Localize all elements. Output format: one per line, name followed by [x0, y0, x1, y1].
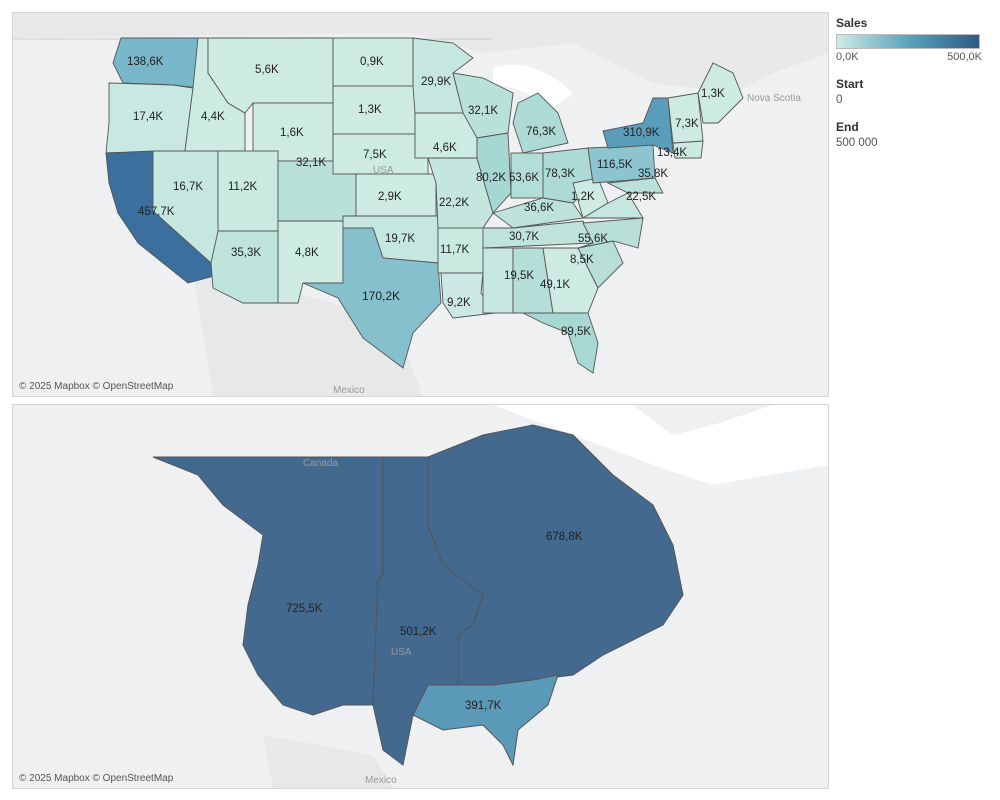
legend-max: 500,0K — [947, 51, 982, 63]
map-credit[interactable]: © 2025 Mapbox © OpenStreetMap — [19, 381, 174, 392]
state-nebraska[interactable] — [332, 133, 429, 175]
label-missouri: 22,2K — [439, 197, 469, 209]
state-georgia[interactable] — [542, 247, 599, 314]
label-new-mexico: 4,8K — [295, 247, 319, 259]
label-texas: 170,2K — [362, 289, 400, 303]
start-param-value[interactable]: 0 — [836, 94, 843, 106]
state-kansas[interactable] — [355, 173, 437, 217]
label-arkansas: 11,7K — [440, 244, 470, 256]
label-colorado: 32,1K — [296, 157, 326, 169]
label-minnesota: 29,9K — [421, 76, 451, 88]
label-maryland: 35,8K — [638, 168, 668, 180]
label-south-carolina: 55,6K — [578, 233, 608, 245]
state-labels: 138,6K 17,4K 457,7K 16,7K 4,4K 5,6K 1,6K… — [127, 56, 725, 338]
label-wisconsin: 32,1K — [468, 105, 498, 117]
label-michigan: 76,3K — [526, 126, 556, 138]
label-california: 457,7K — [138, 206, 175, 218]
place-usa: USA — [391, 647, 412, 658]
label-vermont: 7,3K — [675, 118, 699, 130]
place-mexico: Mexico — [333, 385, 365, 396]
state-maryland[interactable] — [606, 177, 664, 194]
legend-ticks: 0,0K 500,0K — [836, 51, 982, 63]
color-ramp — [836, 34, 980, 49]
state-new-york[interactable] — [602, 97, 674, 154]
mexico-landmass — [193, 273, 423, 396]
label-iowa: 4,6K — [433, 142, 457, 154]
label-south-dakota: 1,3K — [358, 104, 382, 116]
hudson-bay-area — [493, 405, 828, 485]
state-vermont[interactable] — [667, 92, 704, 144]
label-illinois: 80,2K — [476, 172, 506, 184]
state-kentucky[interactable] — [492, 197, 584, 229]
label-north-dakota: 0,9K — [360, 56, 384, 68]
state-maine[interactable] — [697, 62, 744, 124]
state-wyoming[interactable] — [252, 102, 334, 162]
label-east: 678,8K — [546, 531, 583, 543]
label-alabama: 49,1K — [540, 279, 570, 291]
state-sales-map[interactable]: USA Mexico Nova Scotia 138,6K 17,4K 457,… — [12, 12, 829, 397]
sales-legend: Sales 0,0K 500,0K Start 0 End 500 000 — [836, 16, 996, 149]
state-utah[interactable] — [217, 150, 279, 232]
place-usa: USA — [373, 165, 394, 176]
label-ohio: 78,3K — [545, 168, 575, 180]
label-maine: 1,3K — [701, 88, 725, 100]
label-oklahoma: 19,7K — [385, 233, 415, 245]
state-florida[interactable] — [522, 312, 599, 374]
lake-superior — [493, 64, 573, 108]
label-massachusetts: 13,4K — [657, 147, 687, 159]
label-arizona: 35,3K — [231, 247, 261, 259]
map-credit[interactable]: © 2025 Mapbox © OpenStreetMap — [19, 773, 174, 784]
state-illinois[interactable] — [476, 132, 512, 214]
label-kentucky: 36,6K — [524, 202, 554, 214]
state-arizona[interactable] — [210, 230, 279, 304]
place-nova-scotia: Nova Scotia — [747, 93, 801, 104]
label-louisiana: 9,2K — [447, 297, 471, 309]
label-wyoming: 1,6K — [280, 127, 304, 139]
label-georgia: 8,5K — [570, 254, 594, 266]
label-new-york: 310,9K — [623, 127, 660, 139]
states-layer[interactable] — [105, 37, 744, 374]
legend-title: Sales — [836, 16, 868, 30]
canada-landmass — [13, 13, 828, 93]
legend-min: 0,0K — [836, 51, 859, 63]
region-east[interactable] — [427, 424, 684, 686]
label-virginia: 22,5K — [626, 191, 656, 203]
state-map-canvas[interactable]: USA Mexico Nova Scotia 138,6K 17,4K 457,… — [13, 13, 828, 396]
label-west: 725,5K — [286, 603, 323, 615]
label-kansas: 2,9K — [378, 191, 402, 203]
state-texas[interactable] — [302, 227, 442, 369]
label-south: 391,7K — [465, 700, 502, 712]
label-nevada: 16,7K — [173, 181, 203, 193]
label-idaho: 4,4K — [201, 111, 225, 123]
label-pennsylvania: 116,5K — [597, 159, 633, 171]
label-washington: 138,6K — [127, 56, 164, 68]
mexico-landmass — [263, 735, 393, 788]
end-param-value[interactable]: 500 000 — [836, 137, 878, 149]
label-florida: 89,5K — [561, 326, 591, 338]
label-oregon: 17,4K — [133, 111, 163, 123]
place-mexico: Mexico — [365, 775, 397, 786]
end-param-title: End — [836, 120, 859, 134]
label-nebraska: 7,5K — [363, 149, 387, 161]
label-west-virginia: 1,2K — [571, 191, 595, 203]
region-south[interactable] — [412, 674, 559, 767]
label-indiana: 53,6K — [509, 172, 539, 184]
region-map-canvas[interactable]: Canada USA Mexico 725,5K 501,2K 678,8K 3… — [13, 405, 828, 788]
label-tennessee: 30,7K — [509, 231, 539, 243]
label-central: 501,2K — [400, 626, 437, 638]
region-labels: 725,5K 501,2K 678,8K 391,7K — [286, 531, 583, 712]
place-canada: Canada — [303, 458, 338, 469]
regions-layer[interactable] — [152, 424, 684, 767]
state-north-dakota[interactable] — [332, 37, 414, 87]
label-utah: 11,2K — [228, 181, 258, 193]
region-sales-map[interactable]: Canada USA Mexico 725,5K 501,2K 678,8K 3… — [12, 404, 829, 789]
state-michigan[interactable] — [512, 92, 569, 154]
label-montana: 5,6K — [255, 64, 279, 76]
start-param-title: Start — [836, 77, 864, 91]
label-mississippi: 19,5K — [504, 270, 534, 282]
